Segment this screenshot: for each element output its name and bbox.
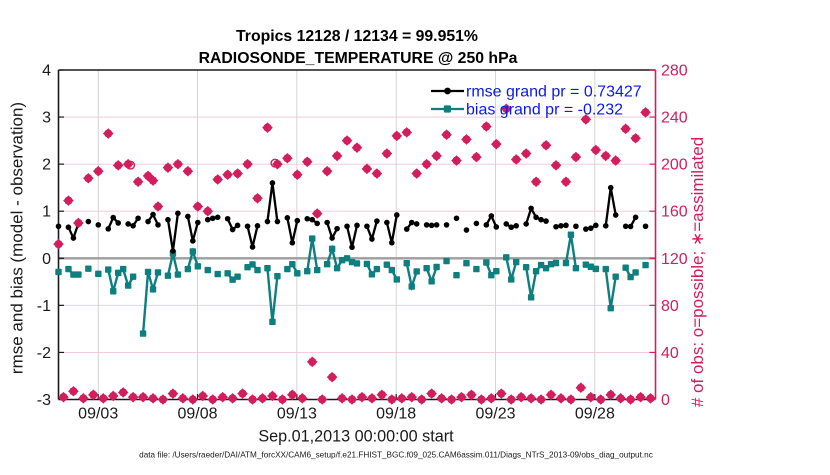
svg-text:120: 120 [661,251,688,268]
svg-text:3: 3 [42,110,51,127]
svg-text:09/13: 09/13 [277,406,317,423]
svg-text:280: 280 [661,63,688,80]
svg-text:-2: -2 [37,345,51,362]
svg-text:240: 240 [661,110,688,127]
svg-text:80: 80 [661,298,679,315]
svg-text:09/08: 09/08 [178,406,218,423]
svg-text:bias grand pr = -0.232: bias grand pr = -0.232 [466,102,623,119]
svg-text:40: 40 [661,345,679,362]
svg-text:09/23: 09/23 [475,406,515,423]
svg-text:4: 4 [42,63,51,80]
svg-text:160: 160 [661,204,688,221]
svg-text:1: 1 [42,204,51,221]
svg-text:-1: -1 [37,298,51,315]
svg-text:09/28: 09/28 [575,406,615,423]
svg-text:RADIOSONDE_TEMPERATURE @ 250 h: RADIOSONDE_TEMPERATURE @ 250 hPa [199,50,518,67]
svg-text:Sep.01,2013 00:00:00 start: Sep.01,2013 00:00:00 start [258,428,454,446]
svg-text:200: 200 [661,157,688,174]
svg-text:rmse and bias (model - observa: rmse and bias (model - observation) [8,102,27,374]
svg-text:2: 2 [42,157,51,174]
svg-text:-3: -3 [37,392,51,409]
svg-text:data file: /Users/raeder/DAI/A: data file: /Users/raeder/DAI/ATM_forcXX/… [139,451,653,460]
svg-text:09/18: 09/18 [376,406,416,423]
svg-text:rmse grand pr = 0.73427: rmse grand pr = 0.73427 [466,84,642,101]
svg-text:0: 0 [661,392,670,409]
svg-text:09/03: 09/03 [78,406,118,423]
svg-text:# of obs: o=possible; ∗=assimi: # of obs: o=possible; ∗=assimilated [688,137,707,407]
svg-text:0: 0 [42,251,51,268]
svg-text:Tropics 12128 / 12134 = 99.951: Tropics 12128 / 12134 = 99.951% [236,28,478,45]
